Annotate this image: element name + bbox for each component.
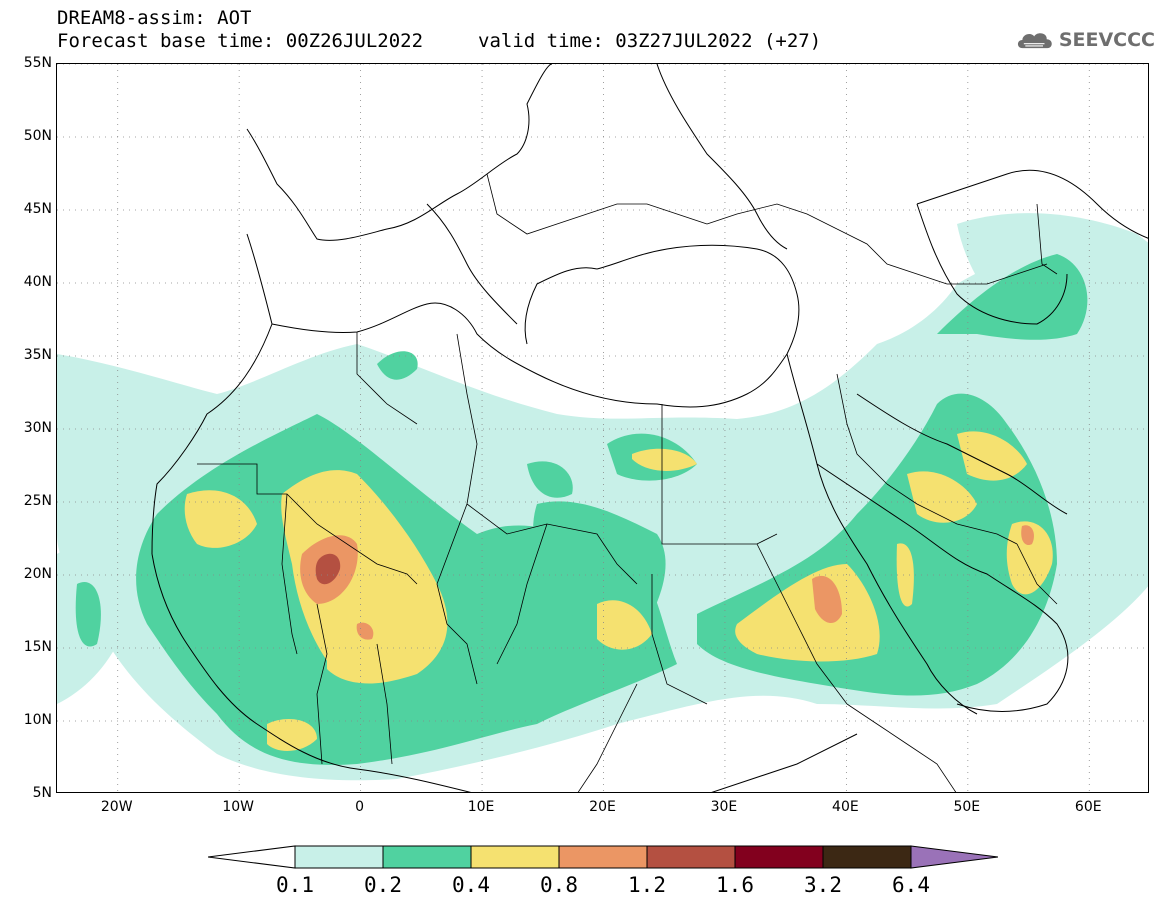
colorbar-level-label: 6.4	[892, 873, 930, 897]
longitude-tick-label: 40E	[832, 799, 859, 815]
aot-band-0-4	[184, 431, 1053, 751]
longitude-tick-label: 0	[355, 799, 365, 815]
latitude-tick-label: 20N	[23, 566, 52, 582]
colorbar-over-triangle	[910, 845, 998, 869]
longitude-tick-label: 20W	[100, 799, 133, 815]
colorbar-level-label: 1.6	[716, 873, 754, 897]
latitude-tick-label: 30N	[23, 420, 52, 436]
colorbar-level-label: 0.4	[452, 873, 490, 897]
latitude-tick-label: 10N	[23, 712, 52, 728]
latitude-tick-label: 15N	[23, 639, 52, 655]
country-borders	[197, 173, 1058, 792]
latitude-tick-label: 55N	[23, 55, 52, 71]
colorbar-under-triangle	[208, 845, 296, 869]
colorbar-segment	[294, 845, 384, 869]
graticule	[57, 64, 1148, 792]
latitude-tick-label: 40N	[23, 274, 52, 290]
colorbar-level-label: 3.2	[804, 873, 842, 897]
aot-colorbar	[208, 845, 998, 869]
colorbar-segment	[646, 845, 736, 869]
longitude-tick-label: 20E	[589, 799, 616, 815]
logo-text: SEEVCCC	[1058, 29, 1155, 51]
longitude-tick-label: 10E	[467, 799, 495, 815]
latitude-tick-label: 35N	[23, 347, 52, 363]
map-panel	[56, 63, 1149, 793]
colorbar-level-label: 0.8	[540, 873, 578, 897]
longitude-tick-label: 60E	[1074, 799, 1102, 815]
colorbar-segment	[470, 845, 560, 869]
longitude-tick-label: 50E	[953, 799, 981, 815]
colorbar-segment	[382, 845, 472, 869]
coastlines	[151, 64, 1148, 792]
forecast-base-time: Forecast base time: 00Z26JUL2022	[57, 30, 424, 52]
colorbar-segment	[558, 845, 648, 869]
colorbar-level-label: 0.1	[276, 873, 314, 897]
colorbar-segment	[734, 845, 824, 869]
colorbar-level-label: 1.2	[628, 873, 666, 897]
latitude-tick-label: 5N	[32, 785, 52, 801]
colorbar-level-label: 0.2	[364, 873, 402, 897]
latitude-tick-label: 45N	[23, 201, 52, 217]
latitude-tick-label: 50N	[23, 128, 52, 144]
colorbar-segment	[822, 845, 912, 869]
valid-time: valid time: 03Z27JUL2022 (+27)	[478, 30, 822, 52]
latitude-tick-label: 25N	[23, 493, 52, 509]
longitude-tick-label: 10W	[222, 799, 254, 815]
product-title: DREAM8-assim: AOT	[57, 7, 252, 29]
map-canvas	[57, 64, 1148, 792]
cloud-icon	[1017, 33, 1052, 49]
seevccc-logo: SEEVCCC	[1015, 24, 1155, 56]
aot-band-1-2	[315, 553, 341, 585]
longitude-tick-label: 30E	[710, 799, 738, 815]
